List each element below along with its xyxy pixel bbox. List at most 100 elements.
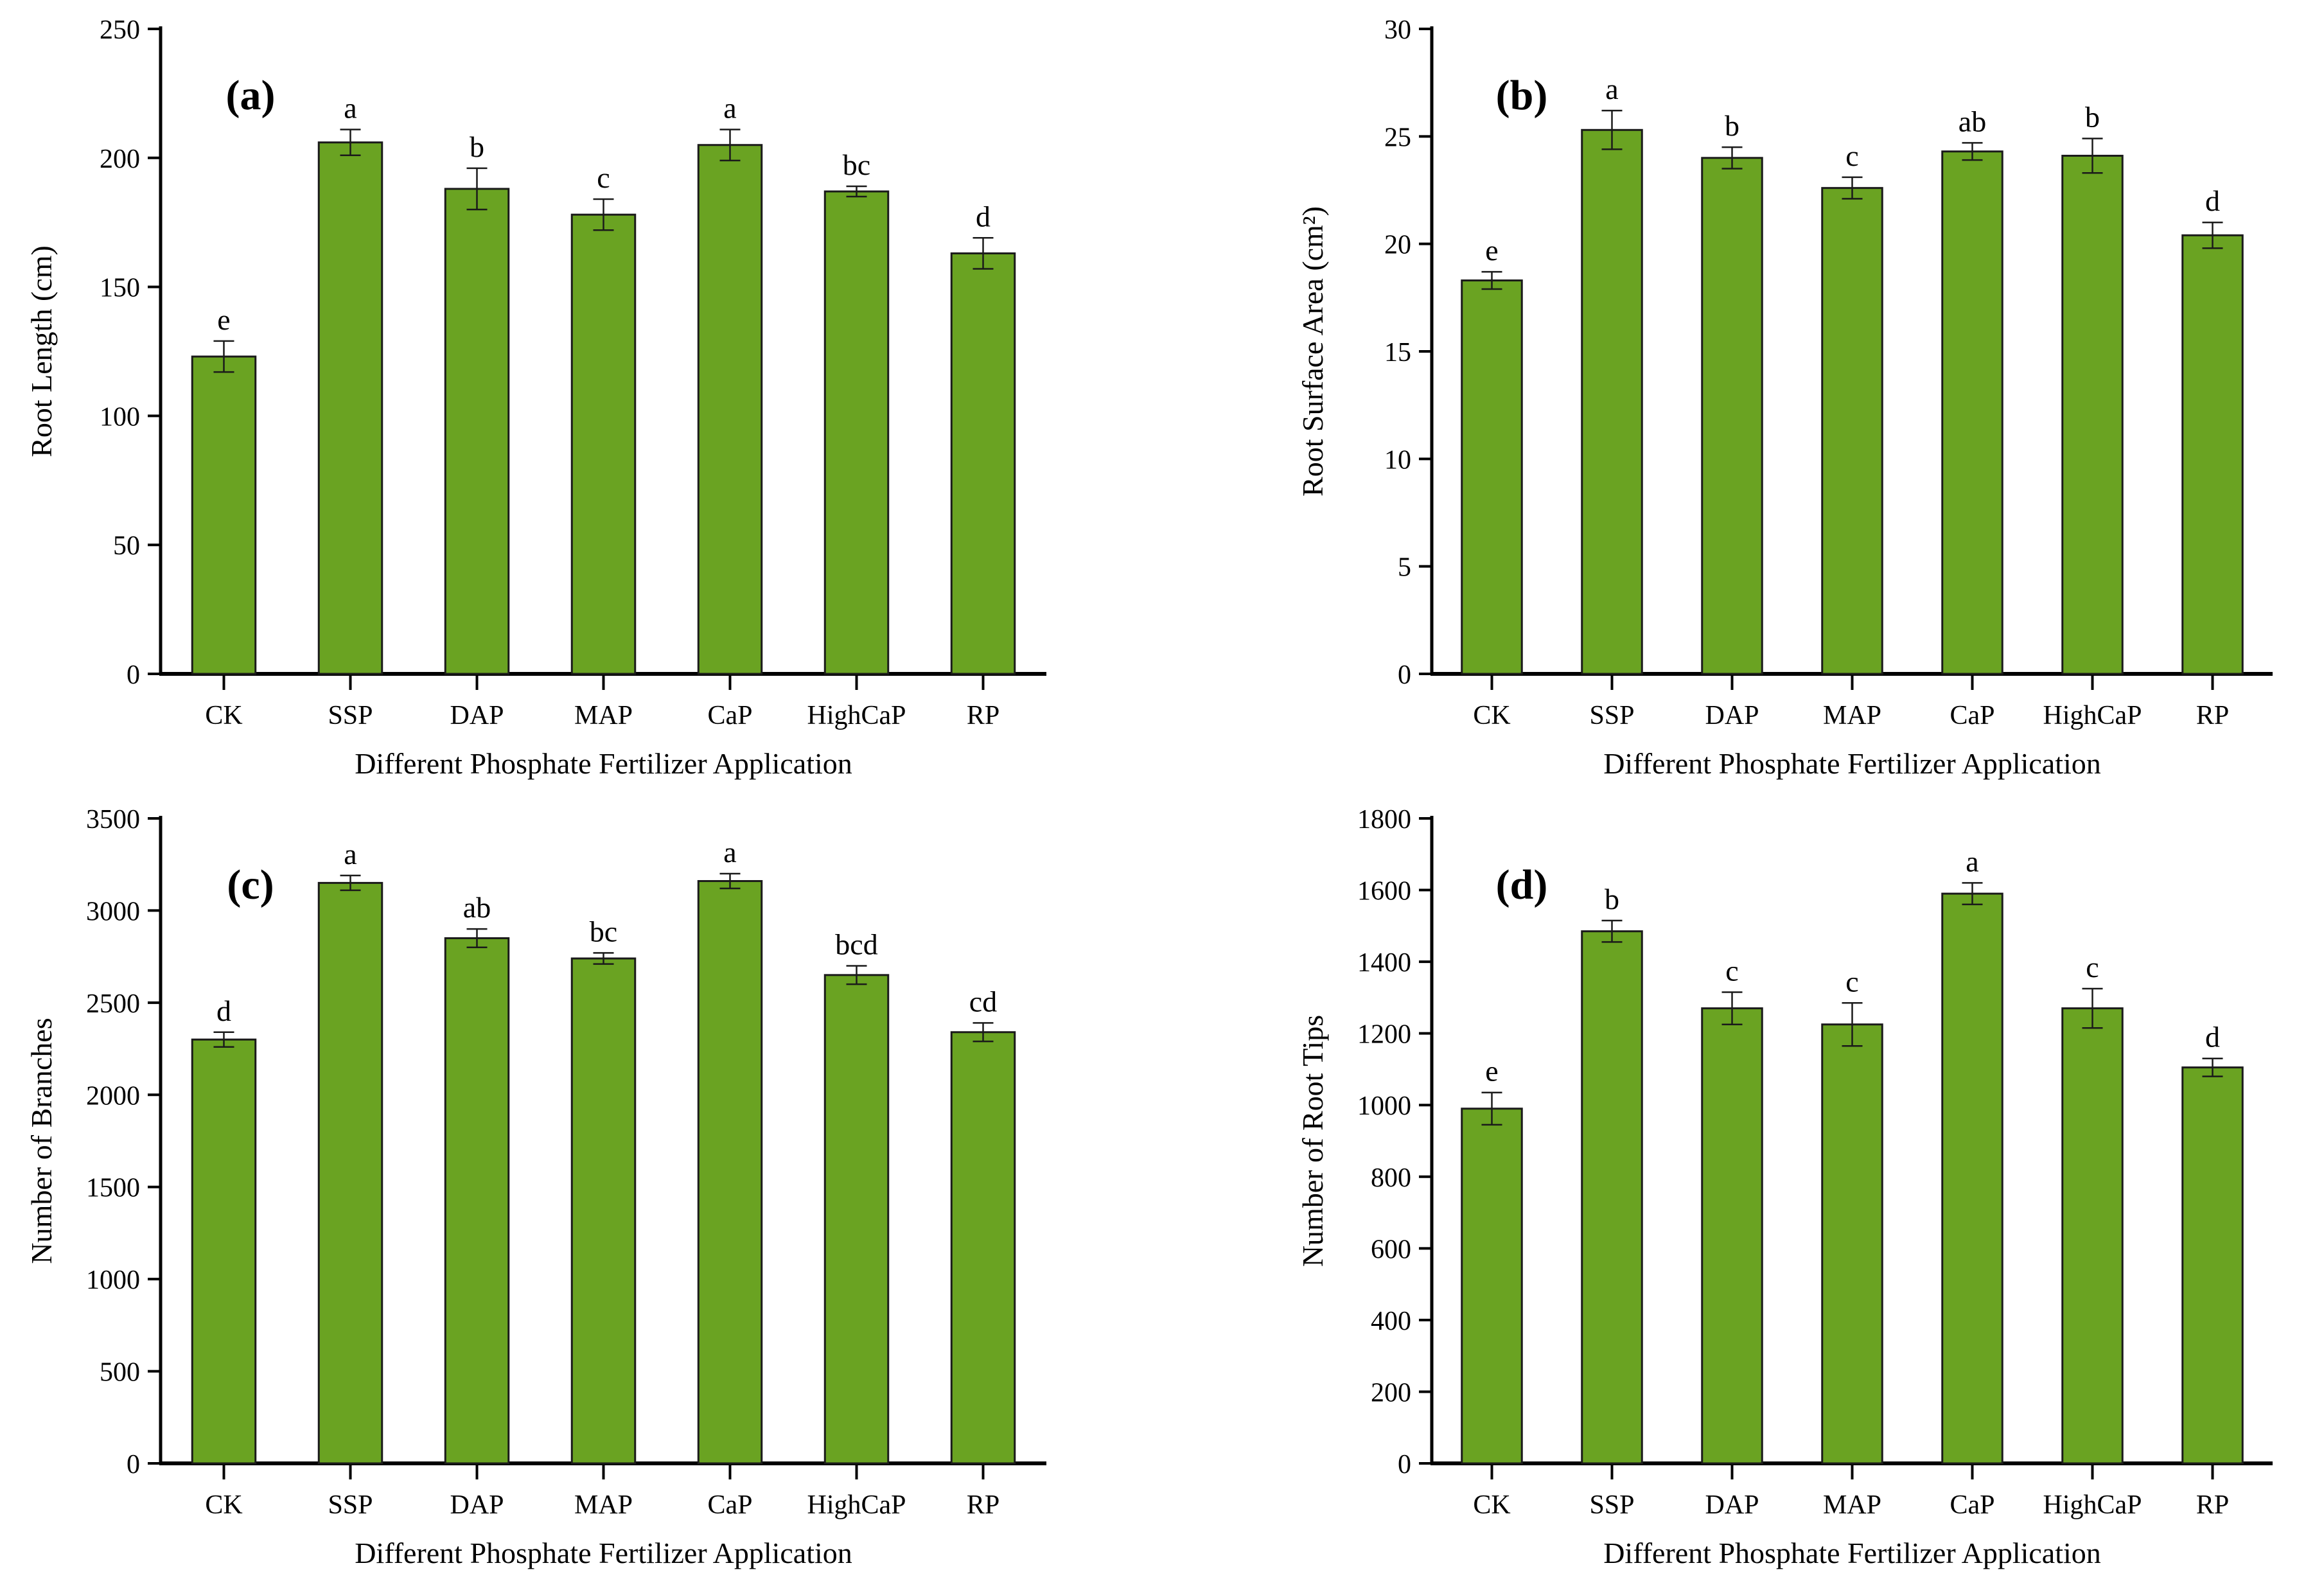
category-label-SSP: SSP: [328, 701, 373, 730]
panel-d: 0 200 400 600 800 1000 1200 1400 1600 1800 e CK b SSP…: [1162, 790, 2324, 1579]
error-bar-CK: [1481, 1091, 1502, 1126]
panel-a: 0 50 100 150 200 250 e CK a SSP b DAP c MAP a CaP bc High…: [0, 0, 1162, 790]
bar-HighCaP: [2061, 154, 2124, 675]
error-bar-DAP: [466, 167, 488, 211]
sig-letter-MAP: bc: [590, 915, 617, 948]
panel-c: 0 500 1000 1500 2000 2500 3000 3500 d CK a SSP ab DAP…: [0, 790, 1162, 1579]
sig-letter-MAP: c: [1845, 139, 1858, 172]
y-tick-label-0: 0: [1398, 660, 1411, 690]
y-tick-label-30: 30: [1384, 15, 1411, 45]
sig-letter-MAP: c: [1845, 965, 1858, 998]
bar-HighCaP: [2061, 1007, 2124, 1465]
y-tick-label-0: 0: [127, 1450, 140, 1479]
sig-letter-HighCaP: c: [2086, 951, 2099, 984]
error-bar-CK: [213, 1031, 234, 1048]
error-bar-MAP: [1842, 176, 1863, 200]
y-tick-label-200: 200: [100, 145, 140, 174]
y-tick-label-1200: 1200: [1357, 1020, 1411, 1050]
sig-letter-RP: d: [2205, 1021, 2220, 1054]
category-label-CK: CK: [1473, 1490, 1510, 1520]
sig-letter-CK: d: [216, 994, 231, 1027]
bar-RP: [2181, 1066, 2244, 1465]
sig-letter-HighCaP: bc: [843, 148, 870, 181]
sig-letter-DAP: ab: [463, 891, 491, 924]
error-bar-HighCaP: [846, 965, 867, 985]
bar-CaP: [697, 144, 763, 675]
category-label-HighCaP: HighCaP: [807, 1490, 906, 1520]
category-label-CaP: CaP: [1950, 1490, 1994, 1520]
bar-RP: [950, 252, 1016, 675]
y-tick-label-1600: 1600: [1357, 877, 1411, 906]
y-tick-label-3000: 3000: [86, 897, 140, 926]
category-label-MAP: MAP: [1823, 701, 1881, 730]
y-tick-label-200: 200: [1371, 1378, 1411, 1407]
sig-letter-DAP: c: [1725, 955, 1738, 987]
error-bar-MAP: [593, 198, 614, 231]
category-label-CK: CK: [1473, 701, 1510, 730]
sig-letter-CaP: a: [723, 92, 736, 125]
panel-letter-b: (b): [1496, 72, 1548, 119]
bar-DAP: [444, 937, 510, 1465]
error-bar-DAP: [1721, 991, 1743, 1025]
error-bar-CaP: [719, 128, 741, 162]
y-tick-label-400: 400: [1371, 1307, 1411, 1336]
category-label-RP: RP: [2196, 701, 2229, 730]
bar-DAP: [444, 188, 510, 675]
error-bar-HighCaP: [846, 185, 867, 198]
x-axis-title: Different Phosphate Fertilizer Applicati…: [355, 747, 852, 780]
bar-SSP: [317, 881, 383, 1465]
bar-RP: [950, 1031, 1016, 1465]
error-bar-SSP: [340, 128, 361, 157]
y-tick-label-0: 0: [1398, 1450, 1411, 1479]
bar-CaP: [1941, 150, 2003, 675]
error-bar-DAP: [466, 928, 488, 949]
y-tick-label-5: 5: [1398, 553, 1411, 583]
sig-letter-SSP: a: [344, 92, 357, 125]
y-tick-label-2500: 2500: [86, 989, 140, 1019]
error-bar-RP: [973, 1022, 994, 1043]
sig-letter-RP: cd: [969, 985, 997, 1018]
bar-RP: [2181, 234, 2244, 675]
category-label-CaP: CaP: [707, 701, 752, 730]
y-tick-label-3500: 3500: [86, 805, 140, 834]
bar-CaP: [697, 880, 763, 1465]
sig-letter-RP: d: [2205, 184, 2220, 217]
x-axis-title: Different Phosphate Fertilizer Applicati…: [1603, 747, 2101, 780]
y-tick-label-1400: 1400: [1357, 948, 1411, 978]
error-bar-HighCaP: [2082, 137, 2103, 174]
category-label-SSP: SSP: [1589, 701, 1634, 730]
y-tick-label-150: 150: [100, 274, 140, 303]
y-tick-label-100: 100: [100, 402, 140, 432]
y-tick-label-0: 0: [127, 660, 140, 690]
category-label-RP: RP: [967, 701, 999, 730]
y-axis-title: Root Length (cm): [25, 245, 58, 457]
bar-MAP: [1821, 187, 1883, 675]
y-tick-label-2000: 2000: [86, 1081, 140, 1111]
x-axis-title: Different Phosphate Fertilizer Applicati…: [355, 1537, 852, 1569]
sig-letter-MAP: c: [597, 161, 610, 194]
sig-letter-CaP: a: [1966, 845, 1978, 878]
sig-letter-CK: e: [1485, 234, 1498, 267]
y-tick-label-1800: 1800: [1357, 805, 1411, 834]
y-tick-label-1500: 1500: [86, 1174, 140, 1203]
y-tick-label-600: 600: [1371, 1235, 1411, 1264]
error-bar-MAP: [593, 952, 614, 965]
bar-SSP: [317, 141, 383, 675]
y-tick-label-1000: 1000: [1357, 1091, 1411, 1121]
category-label-RP: RP: [2196, 1490, 2229, 1520]
error-bar-DAP: [1721, 146, 1743, 170]
error-bar-RP: [2202, 1057, 2223, 1077]
bar-HighCaP: [823, 190, 890, 675]
chart-c: 0 500 1000 1500 2000 2500 3000 3500 d CK a SSP ab DAP…: [0, 790, 1162, 1579]
sig-letter-CaP: ab: [1959, 105, 1986, 137]
bar-SSP: [1581, 128, 1643, 675]
category-label-DAP: DAP: [450, 1490, 504, 1520]
category-label-HighCaP: HighCaP: [807, 701, 906, 730]
category-label-SSP: SSP: [328, 1490, 373, 1520]
bar-MAP: [1821, 1023, 1883, 1465]
error-bar-SSP: [1601, 109, 1623, 150]
sig-letter-HighCaP: bcd: [835, 928, 877, 960]
bar-CK: [1461, 1107, 1523, 1465]
bar-CaP: [1941, 892, 2003, 1465]
category-label-HighCaP: HighCaP: [2043, 1490, 2142, 1520]
